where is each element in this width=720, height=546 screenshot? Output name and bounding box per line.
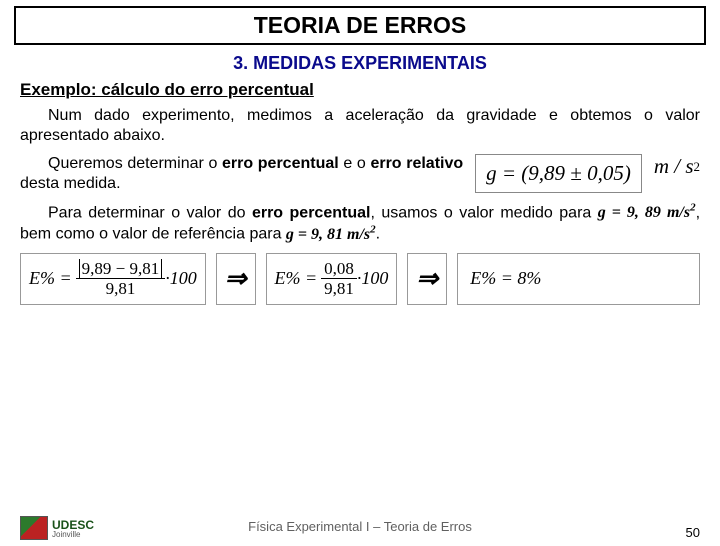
formula-g-unit: m / s2 — [654, 154, 700, 179]
row-goal-formula: Queremos determinar o erro percentual e … — [20, 154, 700, 194]
row-equations: E% = 9,89 − 9,81 9,81 ·100 ⇒ E% = 0,08 9… — [20, 253, 700, 305]
p2d: erro relativo — [370, 155, 463, 172]
paragraph-goal: Queremos determinar o erro percentual e … — [20, 154, 463, 194]
eq2-rhs: ·100 — [357, 268, 389, 289]
eq1-lhs: E% = — [29, 268, 72, 289]
logo-mark-icon — [20, 516, 48, 540]
equation-box-2: E% = 0,08 9,81 ·100 — [266, 253, 398, 305]
eq2-den: 9,81 — [321, 279, 357, 299]
p2b: erro percentual — [222, 155, 339, 172]
p3c: , usamos o valor medido para — [370, 204, 597, 221]
example-subheading: Exemplo: cálculo do erro percentual — [20, 80, 720, 100]
p3d: g = 9, 89 m/s — [598, 204, 690, 221]
logo: UDESC Joinville — [20, 516, 94, 540]
eq1-den: 9,81 — [103, 279, 139, 299]
arrow-1: ⇒ — [216, 253, 256, 305]
section-heading: 3. MEDIDAS EXPERIMENTAIS — [0, 53, 720, 74]
formula-g-left: g = (9,89 ± 0,05) — [486, 161, 631, 186]
eq2-num: 0,08 — [321, 259, 357, 280]
title-text: TEORIA DE ERROS — [254, 12, 467, 38]
p2a: Queremos determinar o — [48, 155, 222, 172]
unit-exp: 2 — [694, 159, 701, 175]
eq1-rhs: ·100 — [165, 268, 197, 289]
arrow-2: ⇒ — [407, 253, 447, 305]
eq1-num: 9,89 − 9,81 — [79, 259, 163, 279]
p3f: g = 9, 81 m/s — [286, 226, 370, 243]
eq3: E% = 8% — [470, 268, 541, 289]
title-box: TEORIA DE ERROS — [14, 6, 706, 45]
formula-g-box: g = (9,89 ± 0,05) — [475, 154, 642, 193]
p3b: erro percentual — [252, 204, 371, 221]
equation-box-3: E% = 8% — [457, 253, 700, 305]
paragraph-intro: Num dado experimento, medimos a aceleraç… — [20, 106, 700, 146]
equation-box-1: E% = 9,89 − 9,81 9,81 ·100 — [20, 253, 206, 305]
eq2-frac: 0,08 9,81 — [321, 259, 357, 299]
footer: UDESC Joinville Física Experimental I – … — [0, 516, 720, 540]
p1-text: Num dado experimento, medimos a aceleraç… — [20, 107, 700, 144]
eq1-frac: 9,89 − 9,81 9,81 — [76, 259, 166, 299]
p2e: desta medida. — [20, 175, 121, 192]
p2c: e o — [339, 155, 371, 172]
page-number: 50 — [686, 525, 700, 540]
p3a: Para determinar o valor do — [48, 204, 252, 221]
unit-m-s: m / s — [654, 154, 694, 179]
paragraph-method: Para determinar o valor do erro percentu… — [20, 202, 700, 245]
p3g: . — [376, 226, 380, 243]
footer-title: Física Experimental I – Teoria de Erros — [248, 519, 472, 534]
eq2-lhs: E% = — [275, 268, 318, 289]
